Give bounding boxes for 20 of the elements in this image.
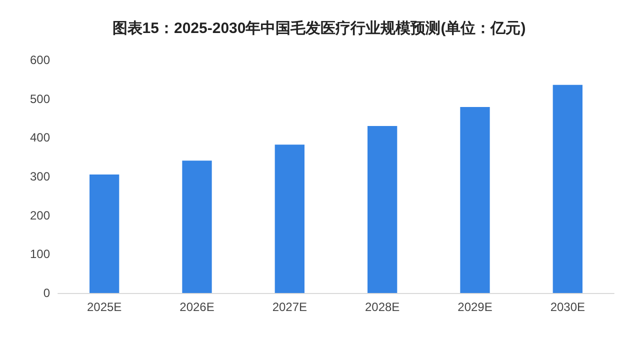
y-tick-label: 0 [43, 286, 50, 300]
y-tick-label: 400 [30, 130, 50, 145]
x-tick-label: 2027E [272, 300, 308, 314]
bar [552, 84, 582, 293]
x-tick-label: 2026E [180, 300, 214, 314]
bar [90, 174, 120, 293]
y-tick-label: 500 [30, 92, 50, 106]
bar [182, 160, 212, 293]
bar [460, 106, 490, 293]
chart-title: 图表15：2025-2030年中国毛发医疗行业规模预测(单位：亿元) [112, 20, 526, 37]
bar [274, 144, 304, 293]
x-tick-label: 2025E [86, 300, 122, 314]
x-tick-label: 2030E [550, 300, 586, 314]
y-tick-label: 600 [30, 53, 50, 67]
x-tick-label: 2029E [458, 300, 492, 314]
bar [368, 126, 398, 293]
y-tick-label: 200 [30, 208, 50, 222]
y-tick-label: 100 [30, 247, 50, 262]
y-tick-label: 300 [30, 170, 50, 184]
x-tick-label: 2028E [364, 300, 400, 314]
